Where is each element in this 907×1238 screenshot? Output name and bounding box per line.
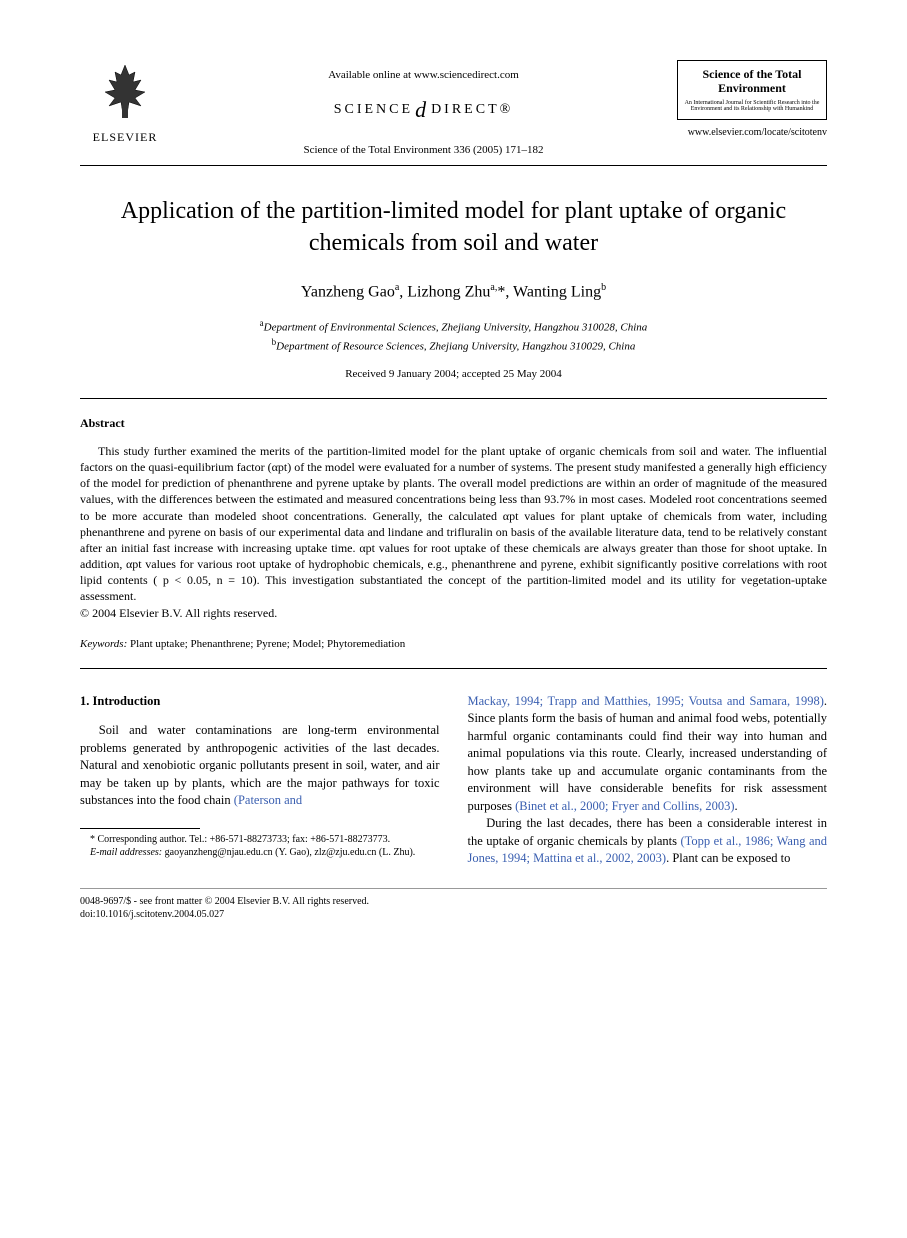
article-dates: Received 9 January 2004; accepted 25 May… bbox=[80, 367, 827, 382]
intro-paragraph-1-left: Soil and water contaminations are long-t… bbox=[80, 722, 440, 810]
email-addresses-note: E-mail addresses: gaoyanzheng@njau.edu.c… bbox=[80, 846, 440, 860]
journal-reference: Science of the Total Environment 336 (20… bbox=[170, 143, 677, 158]
intro-heading: 1. Introduction bbox=[80, 693, 440, 711]
footnote-rule bbox=[80, 828, 200, 829]
sciencedirect-logo: SCIENCEdDIRECT® bbox=[170, 95, 677, 125]
emails-text: gaoyanzheng@njau.edu.cn (Y. Gao), zlz@zj… bbox=[165, 847, 416, 858]
article-title: Application of the partition-limited mod… bbox=[80, 196, 827, 258]
footer-line-1: 0048-9697/$ - see front matter © 2004 El… bbox=[80, 895, 827, 908]
abstract-top-rule bbox=[80, 398, 827, 399]
footnotes: * Corresponding author. Tel.: +86-571-88… bbox=[80, 833, 440, 860]
intro-p1-right-text: . Since plants form the basis of human a… bbox=[468, 694, 828, 813]
keywords-bottom-rule bbox=[80, 668, 827, 669]
journal-box-subtitle: An International Journal for Scientific … bbox=[682, 100, 822, 113]
sd-at-icon: d bbox=[413, 97, 431, 122]
journal-url: www.elsevier.com/locate/scitotenv bbox=[677, 126, 827, 140]
intro-p1-citation-cont-link[interactable]: Mackay, 1994; Trapp and Matthies, 1995; … bbox=[468, 694, 824, 708]
right-column: Mackay, 1994; Trapp and Matthies, 1995; … bbox=[468, 693, 828, 868]
body-columns: 1. Introduction Soil and water contamina… bbox=[80, 693, 827, 868]
emails-label: E-mail addresses: bbox=[90, 847, 162, 858]
sd-left: SCIENCE bbox=[334, 102, 413, 117]
header-rule bbox=[80, 165, 827, 166]
header-center: Available online at www.sciencedirect.co… bbox=[170, 60, 677, 157]
footer-line-2: doi:10.1016/j.scitotenv.2004.05.027 bbox=[80, 908, 827, 921]
keywords-label: Keywords: bbox=[80, 638, 127, 650]
publisher-name: ELSEVIER bbox=[80, 129, 170, 145]
affiliation-a-text: Department of Environmental Sciences, Zh… bbox=[264, 321, 648, 333]
page-footer: 0048-9697/$ - see front matter © 2004 El… bbox=[80, 888, 827, 921]
affiliation-a: aDepartment of Environmental Sciences, Z… bbox=[80, 317, 827, 336]
authors: Yanzheng Gaoa, Lizhong Zhua,*, Wanting L… bbox=[80, 281, 827, 303]
abstract-body: This study further examined the merits o… bbox=[80, 443, 827, 621]
intro-p1-citation2-link[interactable]: (Binet et al., 2000; Fryer and Collins, … bbox=[515, 799, 734, 813]
abstract-copyright: © 2004 Elsevier B.V. All rights reserved… bbox=[80, 606, 277, 620]
keywords: Keywords: Plant uptake; Phenanthrene; Py… bbox=[80, 637, 827, 652]
left-column: 1. Introduction Soil and water contamina… bbox=[80, 693, 440, 868]
affiliation-b-text: Department of Resource Sciences, Zhejian… bbox=[276, 340, 635, 352]
intro-paragraph-2: During the last decades, there has been … bbox=[468, 815, 828, 868]
journal-box-title: Science of the Total Environment bbox=[682, 67, 822, 96]
journal-box: Science of the Total Environment An Inte… bbox=[677, 60, 827, 120]
abstract-heading: Abstract bbox=[80, 415, 827, 431]
keywords-text: Plant uptake; Phenanthrene; Pyrene; Mode… bbox=[130, 638, 405, 650]
page-header: ELSEVIER Available online at www.science… bbox=[80, 60, 827, 157]
journal-brand-block: Science of the Total Environment An Inte… bbox=[677, 60, 827, 139]
elsevier-tree-icon bbox=[95, 60, 155, 120]
abstract-text: This study further examined the merits o… bbox=[80, 444, 827, 604]
publisher-logo-block: ELSEVIER bbox=[80, 60, 170, 145]
intro-p2-end: . Plant can be exposed to bbox=[666, 851, 790, 865]
sd-right: DIRECT® bbox=[431, 102, 513, 117]
affiliation-b: bDepartment of Resource Sciences, Zhejia… bbox=[80, 336, 827, 355]
corresponding-author-note: * Corresponding author. Tel.: +86-571-88… bbox=[80, 833, 440, 847]
intro-p1-citation-link[interactable]: (Paterson and bbox=[234, 793, 302, 807]
intro-p1-right-end: . bbox=[735, 799, 738, 813]
available-online-text: Available online at www.sciencedirect.co… bbox=[170, 68, 677, 83]
intro-paragraph-1-right: Mackay, 1994; Trapp and Matthies, 1995; … bbox=[468, 693, 828, 816]
